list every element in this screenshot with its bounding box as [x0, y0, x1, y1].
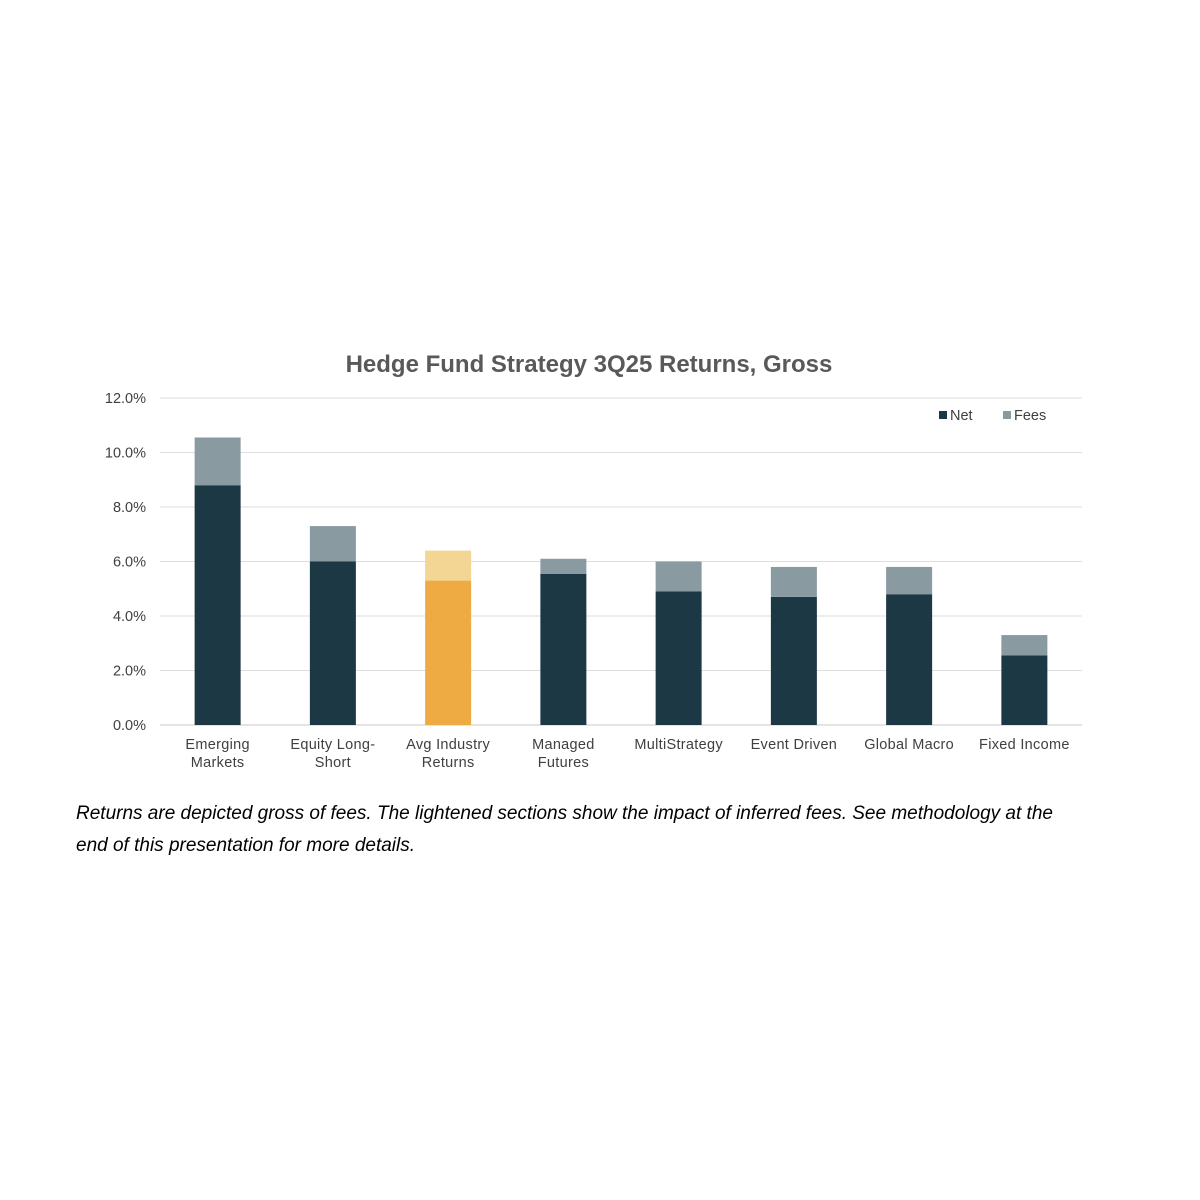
x-tick-label: Markets	[191, 755, 245, 771]
legend: Net Fees	[939, 408, 1046, 424]
bar-net	[886, 594, 933, 725]
bar-fees	[194, 437, 241, 486]
legend-swatch-net	[939, 411, 947, 419]
y-axis-tick-labels: 0.0% 2.0% 4.0% 6.0% 8.0% 10.0% 12.0%	[105, 391, 146, 734]
y-tick-label: 4.0%	[113, 609, 146, 625]
bar-net	[194, 485, 241, 725]
bars	[194, 437, 1048, 725]
legend-swatch-fees	[1003, 411, 1011, 419]
x-tick-label: Futures	[538, 755, 589, 771]
legend-label-net: Net	[950, 408, 973, 424]
x-tick-label: MultiStrategy	[634, 737, 723, 753]
caption-line-1: Returns are depicted gross of fees. The …	[76, 803, 1053, 824]
bar-fees	[886, 566, 933, 595]
bar-net	[540, 573, 587, 725]
bar-fees	[655, 561, 702, 592]
legend-label-fees: Fees	[1014, 408, 1046, 424]
x-axis-category-labels: Emerging Markets Equity Long- Short Avg Indu…	[185, 737, 1069, 771]
bar-net	[1001, 655, 1048, 725]
y-tick-label: 8.0%	[113, 500, 146, 516]
y-tick-label: 12.0%	[105, 391, 146, 407]
caption-line-2: end of this presentation for more detail…	[76, 835, 416, 856]
bar-net	[425, 580, 472, 725]
x-tick-label: Event Driven	[751, 737, 838, 753]
x-tick-label: Global Macro	[864, 737, 954, 753]
bar-fees	[309, 526, 356, 562]
x-tick-label: Equity Long-	[290, 737, 375, 753]
chart-caption: Returns are depicted gross of fees. The …	[76, 798, 1136, 862]
x-tick-label: Managed	[532, 737, 595, 753]
chart: Hedge Fund Strategy 3Q25 Returns, Gross …	[105, 351, 1082, 771]
x-tick-label: Short	[315, 755, 351, 771]
bar-net	[770, 596, 817, 725]
y-tick-label: 0.0%	[113, 718, 146, 734]
x-tick-label: Avg Industry	[406, 737, 490, 753]
bar-net	[309, 561, 356, 725]
gridlines	[160, 397, 1082, 726]
bar-fees	[1001, 635, 1048, 656]
chart-title: Hedge Fund Strategy 3Q25 Returns, Gross	[346, 351, 833, 378]
bar-net	[655, 591, 702, 725]
x-tick-label: Emerging	[185, 737, 249, 753]
bar-fees	[540, 558, 587, 574]
x-tick-label: Returns	[422, 755, 475, 771]
y-tick-label: 6.0%	[113, 555, 146, 571]
bar-fees	[770, 566, 817, 597]
bar-fees	[425, 550, 472, 581]
y-tick-label: 10.0%	[105, 446, 146, 462]
y-tick-label: 2.0%	[113, 664, 146, 680]
x-tick-label: Fixed Income	[979, 737, 1070, 753]
